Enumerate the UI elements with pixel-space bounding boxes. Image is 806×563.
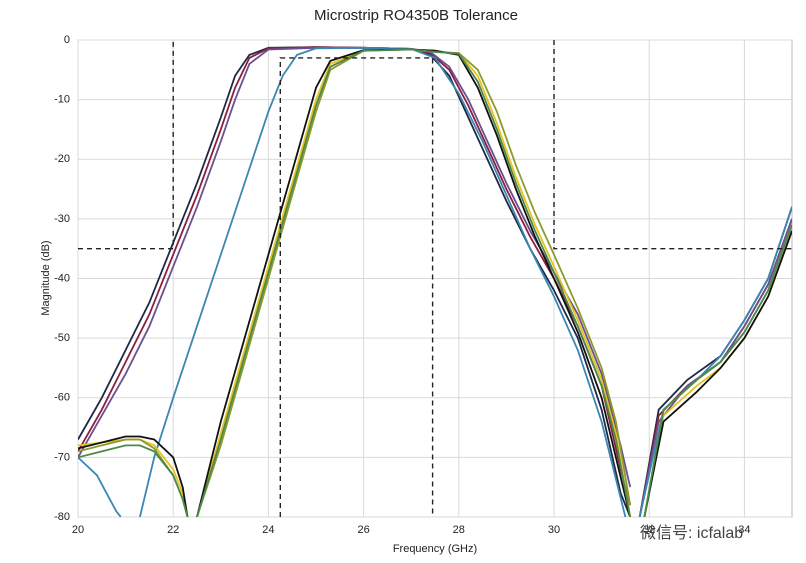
x-tick-label: 20 (72, 524, 84, 536)
y-tick-label: -70 (54, 451, 70, 463)
limit-line (553, 40, 792, 250)
watermark: 微信号: icfalab (640, 524, 743, 542)
limit-line (78, 40, 174, 250)
x-tick-label: 34 (738, 524, 750, 536)
y-tick-label: -10 (54, 94, 70, 106)
y-tick-label: -30 (54, 213, 70, 225)
x-tick-label: 26 (357, 524, 369, 536)
y-tick-label: -80 (54, 511, 70, 523)
x-tick-label: 24 (262, 524, 274, 536)
series-line (78, 48, 792, 517)
x-axis-label: Frequency (GHz) (393, 543, 477, 555)
x-tick-label: 30 (548, 524, 560, 536)
y-tick-label: 0 (64, 34, 70, 46)
y-tick-label: -60 (54, 392, 70, 404)
x-tick-label: 22 (167, 524, 179, 536)
y-axis-label: Magnitude (dB) (40, 240, 52, 315)
x-tick-label: 32 (643, 524, 655, 536)
y-tick-label: -40 (54, 272, 70, 284)
x-tick-label: 28 (453, 524, 465, 536)
y-tick-label: -20 (54, 153, 70, 165)
limit-line (279, 57, 434, 517)
y-tick-label: -50 (54, 332, 70, 344)
chart-title: Microstrip RO4350B Tolerance (314, 7, 518, 24)
